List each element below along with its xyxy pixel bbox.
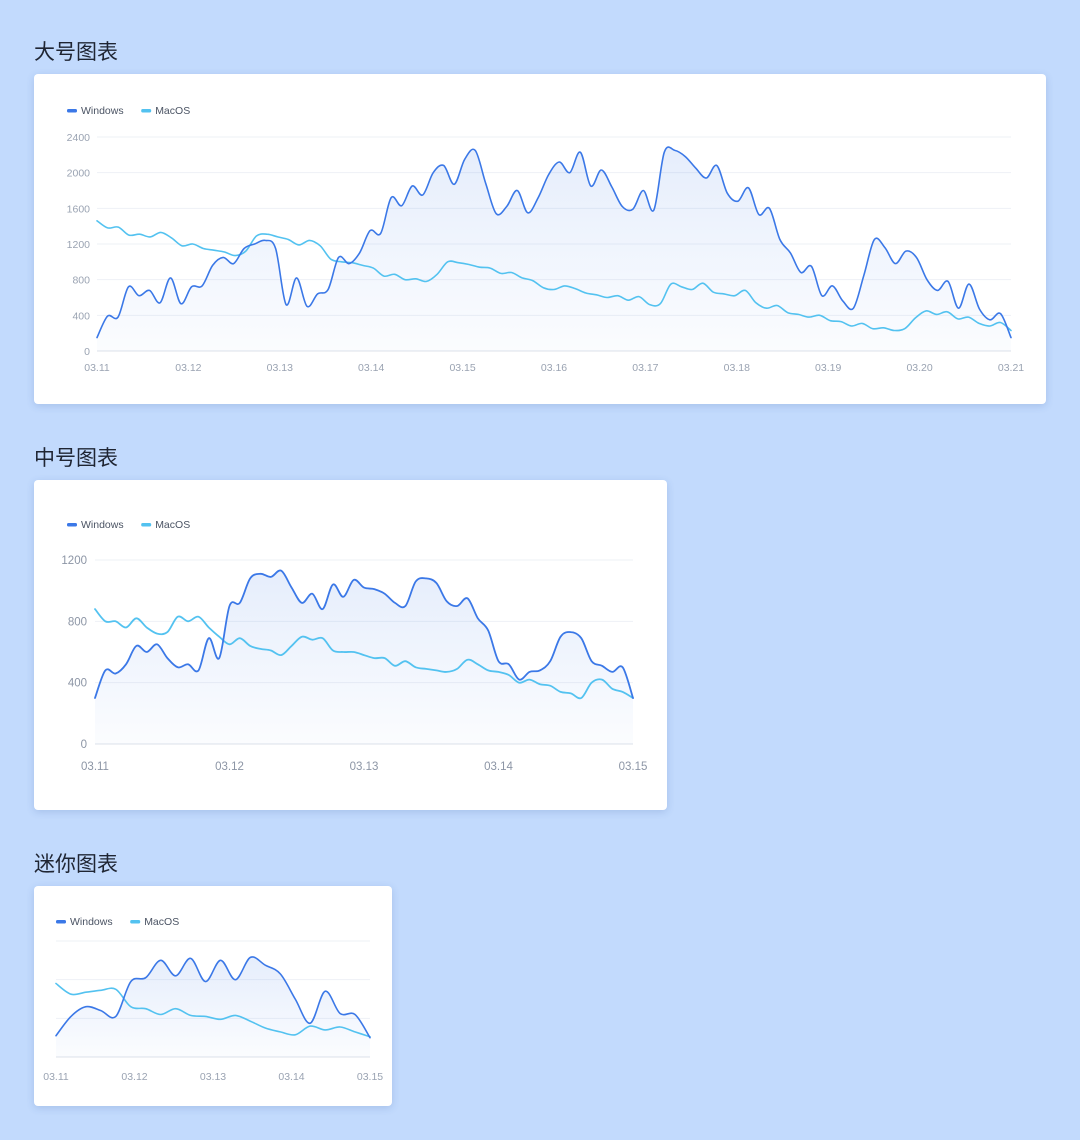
legend-label: Windows (81, 105, 124, 117)
series-windows-area (95, 570, 633, 744)
x-axis: 03.11 03.12 03.13 03.14 03.15 (43, 1071, 383, 1083)
large-chart-title: 大号图表 (34, 41, 118, 64)
y-tick-label: 2000 (67, 168, 91, 180)
legend-swatch (56, 920, 66, 924)
medium-chart-title: 中号图表 (34, 447, 118, 470)
legend-swatch (141, 523, 152, 527)
y-tick-label: 800 (68, 616, 87, 628)
series-line-windows[interactable] (94, 569, 634, 699)
series-line-macos[interactable] (96, 220, 1012, 332)
x-tick-label: 03.11 (43, 1071, 69, 1083)
series-windows-area (97, 147, 1011, 351)
y-tick-label: 1600 (67, 203, 91, 215)
y-tick-label: 1200 (61, 555, 87, 567)
x-tick-label: 03.13 (350, 761, 379, 773)
x-tick-label: 03.16 (541, 362, 567, 374)
large-chart: Windows MacOS 0 400 800 1200 1600 2000 2400 03.11… (67, 105, 1025, 374)
x-tick-label: 03.18 (724, 362, 750, 374)
legend-swatch (130, 920, 141, 924)
series-line-macos[interactable] (94, 608, 634, 700)
x-tick-label: 03.20 (906, 362, 932, 374)
legend-item-macos[interactable]: MacOS (141, 519, 190, 531)
y-tick-label: 2400 (67, 132, 91, 144)
x-tick-label: 03.14 (484, 761, 513, 773)
series-line-windows[interactable] (96, 146, 1012, 339)
x-tick-label: 03.14 (278, 1071, 304, 1083)
x-tick-label: 03.14 (358, 362, 384, 374)
legend: Windows MacOS (56, 916, 179, 928)
y-tick-label: 800 (72, 275, 90, 287)
legend-swatch (67, 109, 77, 113)
mini-chart: Windows MacOS 03.11 03.12 03.13 03.14 03.15 (43, 916, 383, 1083)
series-line-macos[interactable] (55, 982, 371, 1038)
legend-label: Windows (70, 916, 113, 928)
medium-chart-card: Windows MacOS 0 400 800 1200 03.11 03.12 03.13 03… (34, 480, 667, 810)
legend-label: MacOS (155, 519, 190, 531)
y-tick-label: 400 (68, 678, 87, 690)
legend: Windows MacOS (67, 105, 190, 117)
x-tick-label: 03.19 (815, 362, 841, 374)
mini-chart-card: Windows MacOS 03.11 03.12 03.13 03.14 03.15 (34, 886, 392, 1106)
legend-label: Windows (81, 519, 124, 531)
mini-chart-title: 迷你图表 (34, 853, 118, 876)
legend-label: MacOS (155, 105, 190, 117)
y-tick-label: 0 (84, 346, 90, 358)
legend-swatch (141, 109, 152, 113)
x-axis: 03.11 03.12 03.13 03.14 03.15 03.16 03.17 03.18… (84, 362, 1024, 374)
x-tick-label: 03.17 (632, 362, 658, 374)
x-axis: 03.11 03.12 03.13 03.14 03.15 (81, 761, 647, 773)
legend-item-windows[interactable]: Windows (67, 519, 124, 531)
x-tick-label: 03.12 (175, 362, 201, 374)
legend-item-windows[interactable]: Windows (56, 916, 113, 928)
y-axis: 0 400 800 1200 1600 2000 2400 (67, 132, 91, 358)
y-axis: 0 400 800 1200 (61, 555, 87, 751)
x-tick-label: 03.15 (619, 761, 648, 773)
y-tick-label: 1200 (67, 239, 91, 251)
legend-label: MacOS (144, 916, 179, 928)
x-tick-label: 03.12 (215, 761, 244, 773)
legend-item-macos[interactable]: MacOS (141, 105, 190, 117)
x-tick-label: 03.15 (449, 362, 475, 374)
large-chart-card: Windows MacOS 0 400 800 1200 1600 2000 2400 03.11… (34, 74, 1046, 404)
legend-item-macos[interactable]: MacOS (130, 916, 179, 928)
x-tick-label: 03.15 (357, 1071, 383, 1083)
x-tick-label: 03.13 (267, 362, 293, 374)
series-line-windows[interactable] (55, 956, 371, 1039)
y-tick-label: 0 (81, 739, 87, 751)
series-windows-area (56, 956, 370, 1057)
y-tick-label: 400 (72, 310, 90, 322)
x-tick-label: 03.11 (84, 362, 110, 374)
x-tick-label: 03.21 (998, 362, 1024, 374)
legend-swatch (67, 523, 77, 527)
legend-item-windows[interactable]: Windows (67, 105, 124, 117)
x-tick-label: 03.12 (121, 1071, 147, 1083)
x-tick-label: 03.11 (81, 761, 109, 773)
legend: Windows MacOS (67, 519, 190, 531)
x-tick-label: 03.13 (200, 1071, 226, 1083)
